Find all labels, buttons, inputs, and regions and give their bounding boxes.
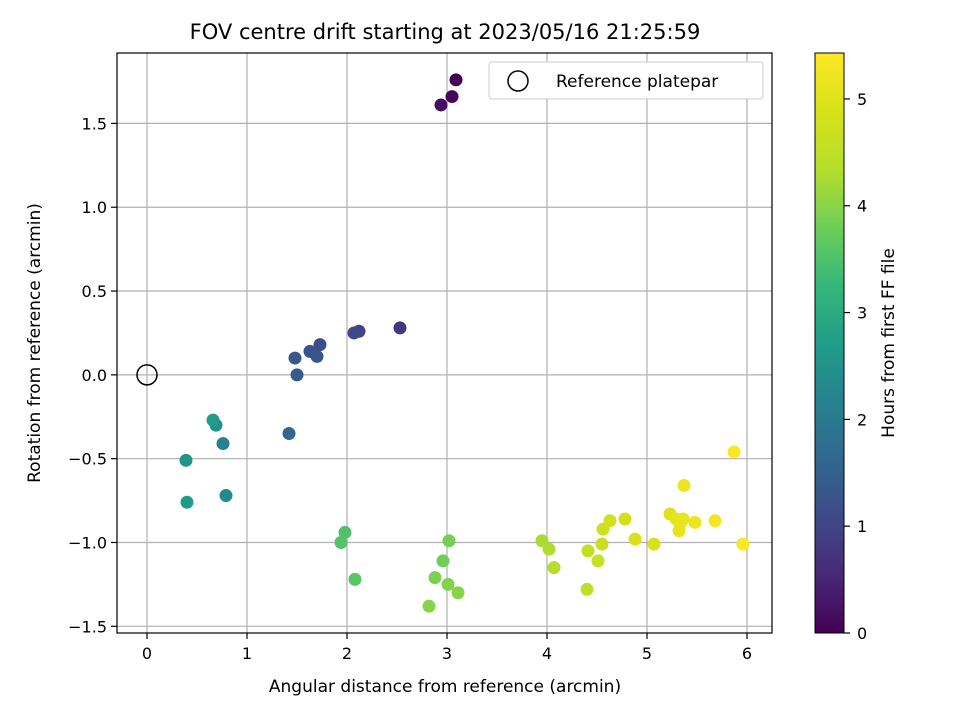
data-point bbox=[219, 489, 233, 503]
colorbar-tick-label: 0 bbox=[857, 624, 867, 643]
x-tick-label: 3 bbox=[442, 644, 452, 663]
data-point bbox=[618, 512, 632, 526]
chart-title: FOV centre drift starting at 2023/05/16 … bbox=[190, 20, 701, 44]
data-points bbox=[179, 73, 750, 613]
data-point bbox=[445, 90, 459, 104]
data-point bbox=[736, 537, 750, 551]
data-point bbox=[422, 599, 436, 613]
data-point bbox=[288, 351, 302, 365]
colorbar-tick-label: 5 bbox=[857, 90, 867, 109]
data-point bbox=[334, 535, 348, 549]
data-point bbox=[672, 524, 686, 538]
x-tick-label: 0 bbox=[142, 644, 152, 663]
data-point bbox=[542, 542, 556, 556]
data-point bbox=[282, 427, 296, 441]
data-point bbox=[547, 561, 561, 575]
y-tick-label: −1.5 bbox=[68, 617, 107, 636]
data-point bbox=[727, 445, 741, 459]
grid-lines bbox=[117, 53, 772, 633]
colorbar-ticks: 0 1 2 3 4 5 bbox=[844, 90, 867, 643]
data-point bbox=[708, 514, 722, 528]
data-point bbox=[338, 525, 352, 539]
data-point bbox=[449, 73, 463, 87]
data-point bbox=[310, 349, 324, 363]
legend-box bbox=[488, 61, 764, 100]
x-axis-label: Angular distance from reference (arcmin) bbox=[269, 677, 621, 697]
data-point bbox=[216, 437, 230, 451]
x-tick-label: 6 bbox=[742, 644, 752, 663]
data-point bbox=[180, 495, 194, 509]
data-point bbox=[581, 544, 595, 558]
data-point bbox=[206, 413, 220, 427]
y-tick-label: 1.0 bbox=[82, 198, 107, 217]
x-axis-ticks: 0 1 2 3 4 5 6 bbox=[142, 633, 752, 663]
x-tick-label: 5 bbox=[642, 644, 652, 663]
data-point bbox=[436, 554, 450, 568]
data-point bbox=[348, 572, 362, 586]
legend-marker-reference bbox=[507, 70, 529, 92]
colorbar-tick-label: 4 bbox=[857, 197, 867, 216]
y-tick-label: 0.5 bbox=[82, 282, 107, 301]
data-point bbox=[434, 98, 448, 112]
legend-label-reference: Reference platepar bbox=[556, 72, 718, 92]
data-point bbox=[393, 321, 407, 335]
data-point bbox=[603, 514, 617, 528]
colorbar bbox=[814, 52, 845, 634]
colorbar-tick-label: 1 bbox=[857, 517, 867, 536]
y-tick-label: 0.0 bbox=[82, 366, 107, 385]
x-tick-label: 1 bbox=[242, 644, 252, 663]
colorbar-label: Hours from first FF file bbox=[879, 248, 899, 438]
colorbar-tick-label: 2 bbox=[857, 410, 867, 429]
reference-marker bbox=[136, 364, 158, 386]
y-axis-ticks: −1.5 −1.0 −0.5 0.0 0.5 1.0 1.5 bbox=[68, 114, 117, 636]
data-point bbox=[451, 586, 465, 600]
legend: Reference platepar bbox=[488, 61, 764, 100]
data-point bbox=[628, 532, 642, 546]
data-point bbox=[688, 515, 702, 529]
data-point bbox=[313, 338, 327, 352]
y-tick-label: −0.5 bbox=[68, 450, 107, 469]
data-point bbox=[591, 554, 605, 568]
x-tick-label: 2 bbox=[342, 644, 352, 663]
plot-frame bbox=[116, 52, 773, 634]
data-point bbox=[347, 326, 361, 340]
data-point bbox=[290, 368, 304, 382]
x-tick-label: 4 bbox=[542, 644, 552, 663]
data-point bbox=[428, 571, 442, 585]
data-point bbox=[580, 582, 594, 596]
y-axis-label: Rotation from reference (arcmin) bbox=[25, 203, 45, 483]
data-point bbox=[595, 537, 609, 551]
y-tick-label: 1.5 bbox=[82, 114, 107, 133]
data-point bbox=[179, 453, 193, 467]
data-point bbox=[677, 478, 691, 492]
data-point bbox=[647, 537, 661, 551]
reference-point bbox=[136, 364, 158, 386]
data-point bbox=[442, 534, 456, 548]
colorbar-tick-label: 3 bbox=[857, 304, 867, 323]
y-tick-label: −1.0 bbox=[68, 533, 107, 552]
data-point bbox=[441, 577, 455, 591]
data-point bbox=[676, 512, 690, 526]
